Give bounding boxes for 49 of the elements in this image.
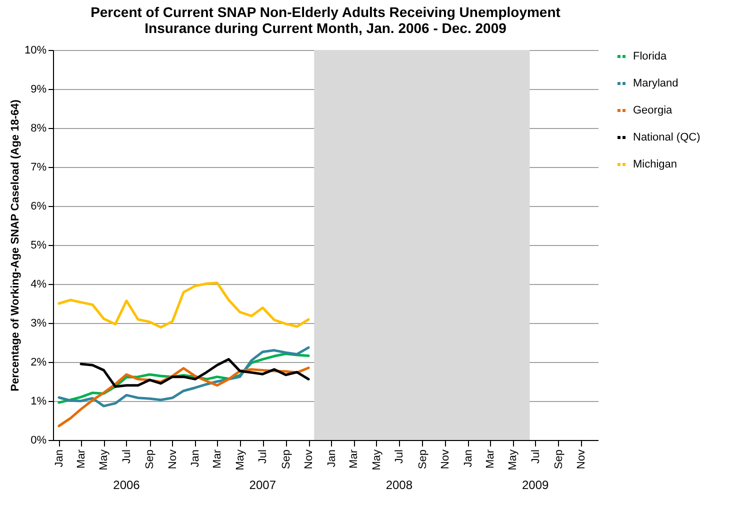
y-tick-label: 1% xyxy=(30,396,47,408)
x-tick-label: Sep xyxy=(144,450,156,470)
x-tick-label: Jul xyxy=(120,450,133,464)
x-tick-label: Mar xyxy=(348,449,360,468)
x-tick-label: May xyxy=(507,449,520,470)
legend-label: Florida xyxy=(633,50,668,62)
x-tick-label: Mar xyxy=(484,449,496,468)
x-tick-label: Nov xyxy=(303,449,316,470)
x-tick-label: Mar xyxy=(75,449,88,468)
x-tick-label: Jan xyxy=(53,450,66,468)
x-tick-label: Jan xyxy=(190,450,202,468)
chart-title: Percent of Current SNAP Non-Elderly Adults Receiving Unemployment Insurance during Current Month, Jan. 2006 - Dec. 2009 xyxy=(90,4,561,36)
x-tick-label: Nov xyxy=(440,449,452,470)
legend-label: Michigan xyxy=(633,158,678,170)
legend-label: Georgia xyxy=(633,104,674,116)
legend-label: National (QC) xyxy=(633,132,700,144)
x-tick-label: Sep xyxy=(416,450,429,470)
text: 2007 xyxy=(249,478,276,492)
y-tick-label: 7% xyxy=(30,162,47,174)
x-tick-label: Jan xyxy=(326,450,338,468)
y-tick-label: 3% xyxy=(30,318,47,330)
x-tick-label: Nov xyxy=(576,449,588,470)
x-tick-label: Jul xyxy=(257,450,270,464)
y-tick-label: 4% xyxy=(30,278,47,290)
y-axis-title: Percentage of Working-Age SNAP Caseload (Age 18-64) xyxy=(9,99,22,392)
x-tick-label: Mar xyxy=(212,449,224,468)
x-tick-label: Jan xyxy=(462,450,474,468)
line-series xyxy=(58,346,310,408)
y-tick-label: 0% xyxy=(30,434,47,446)
x-tick-label: May xyxy=(370,449,383,470)
x-tick-label: Nov xyxy=(166,449,179,470)
y-tick-label: 9% xyxy=(30,84,47,96)
legend-label: Maryland xyxy=(633,78,678,90)
text: 2006 xyxy=(113,478,140,492)
x-tick-label: May xyxy=(98,449,110,470)
y-tick-label: 2% xyxy=(30,356,47,368)
text: 2009 xyxy=(522,478,549,492)
x-tick-label: Jul xyxy=(530,450,542,464)
line-series xyxy=(58,282,310,329)
y-tick-label: 8% xyxy=(30,122,47,134)
x-tick-label: Sep xyxy=(280,450,292,470)
y-tick-label: 6% xyxy=(30,200,47,212)
x-tick-label: Jul xyxy=(394,450,406,464)
x-tick-label: May xyxy=(234,449,246,470)
line-series xyxy=(80,358,310,388)
y-tick-label: 5% xyxy=(30,240,47,252)
text: 2008 xyxy=(386,478,413,492)
y-tick-label: 10% xyxy=(24,44,47,56)
x-tick-label: Sep xyxy=(552,450,565,470)
